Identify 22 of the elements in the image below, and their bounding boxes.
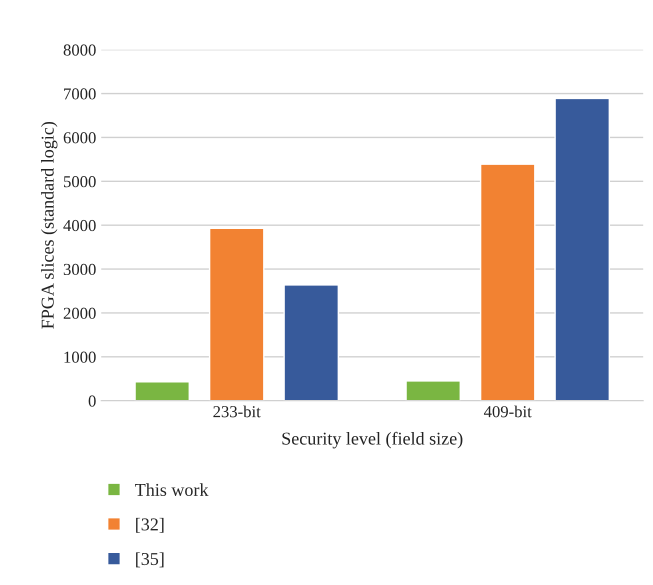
y-tick-label: 4000 (63, 220, 96, 232)
y-tick-label: 7000 (64, 88, 96, 100)
legend-label: [35] (136, 552, 164, 568)
legend-label: This work (135, 483, 208, 496)
y-tick-label: 1000 (64, 352, 96, 363)
y-tick-label: 2000 (64, 308, 96, 319)
y-tick-label: 0 (88, 395, 96, 407)
bar (208, 228, 265, 401)
x-axis-title: Security level (field size) (282, 432, 462, 448)
y-tick-label: 6000 (64, 132, 96, 144)
y-axis-title: FPGA slices (standard logic) (41, 122, 58, 329)
legend-label: [32] (136, 518, 164, 533)
x-tick-label: 233-bit (213, 406, 261, 418)
y-tick-label: 3000 (64, 264, 96, 276)
y-tick-label: 8000 (64, 44, 96, 56)
y-tick-label: 5000 (64, 176, 96, 188)
bar (134, 381, 190, 401)
x-tick-label: 409-bit (484, 406, 532, 418)
bar (480, 164, 536, 401)
bar (554, 98, 610, 401)
bar (405, 380, 461, 401)
bar (283, 284, 340, 401)
